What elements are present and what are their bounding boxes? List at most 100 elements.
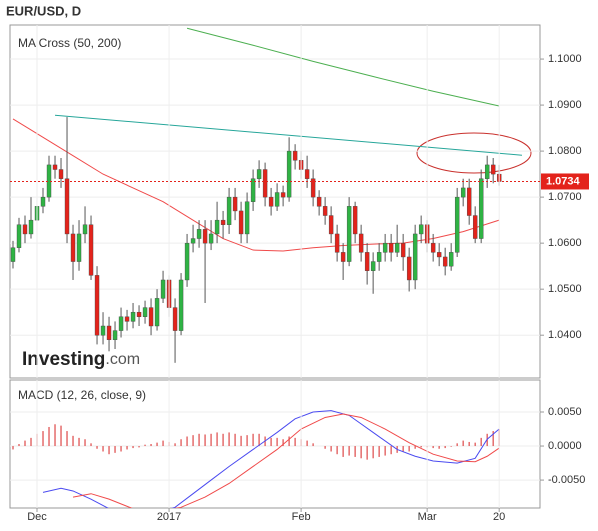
y-tick-label: 0.0050 [548,406,582,418]
y-tick-label: 0.0000 [548,440,582,452]
y-tick-label: 1.0900 [548,99,582,111]
candle-body [148,307,154,327]
watermark-main: Investing [22,349,105,370]
candle-body [130,311,136,322]
y-tick-label: 1.0500 [548,283,582,295]
candle-body [100,325,106,336]
last-price-badge [541,173,589,190]
y-tick-label: 1.1000 [548,53,582,65]
candle-body [316,196,322,207]
candle-body [28,219,34,235]
candle-body [490,164,496,175]
indicator-line [54,114,523,156]
candle-body [304,169,310,179]
plot-area [10,410,540,508]
candle-body [340,252,346,262]
candle-body [196,229,202,239]
candle-body [154,298,160,327]
candle-body [322,206,328,216]
candle-body [268,196,274,207]
candle-body [16,224,22,248]
candle-body [40,196,46,207]
candle-body [292,150,298,161]
candle-body [412,233,418,281]
candle-body [364,252,370,271]
candle-body [52,164,58,170]
annotation-ellipse [416,132,532,174]
last-price-label: 1.0734 [546,175,581,187]
candle-body [142,307,148,317]
candle-body [226,196,232,225]
candle-body [346,206,352,262]
candle-body [184,242,190,281]
candle-body [118,316,124,331]
x-tick-label: Feb [292,511,311,523]
candle-body [82,224,88,235]
candle-body [430,242,436,253]
y-tick-label: 1.0400 [548,329,582,341]
indicator-line [42,410,500,508]
candle-body [484,164,490,179]
candle-body [112,330,118,341]
y-tick-label: 1.0700 [548,191,582,203]
candle-body [286,150,292,198]
y-tick-label: 1.0600 [548,237,582,249]
candle-body [448,252,454,267]
candle-body [136,311,142,317]
candle-body [382,242,388,253]
candle-body [238,210,244,235]
watermark-suffix: .com [105,351,140,368]
candle-body [460,187,466,198]
candle-body [208,233,214,244]
candle-body [478,178,484,239]
indicator-line [186,27,500,107]
candle-body [274,192,280,207]
candle-body [124,316,130,322]
candle-body [334,233,340,253]
x-tick-label: 2017 [157,511,181,523]
candle-body [388,242,394,253]
y-tick-label: -0.0050 [548,474,585,486]
plot-area [10,27,540,363]
candle-body [370,261,376,271]
candle-body [352,206,358,235]
candle-body [310,178,316,198]
candle-body [442,256,448,267]
candle-body [76,233,82,262]
watermark: Investing.com [22,349,140,370]
candle-body [262,169,268,198]
candle-body [358,233,364,253]
macd-panel [9,379,541,509]
candle-body [328,215,334,235]
x-tick-label: Dec [27,511,47,523]
candle-body [10,247,16,262]
candle-body [472,215,478,239]
candle-body [406,256,412,281]
candle-body [88,224,94,276]
candle-body [106,325,112,341]
candle-body [400,242,406,258]
page-title: EUR/USD, D [6,3,81,18]
candle-body [394,242,400,253]
candle-body [250,178,256,202]
panel-title: MA Cross (50, 200) [18,36,121,50]
indicator-line [72,413,500,508]
candle-body [202,229,208,244]
candle-body [244,201,250,235]
panel-title: MACD (12, 26, close, 9) [18,388,146,402]
candle-body [190,238,196,244]
candle-body [160,279,166,299]
candle-body [376,252,382,262]
candle-body [172,307,178,331]
main-panel [9,24,541,379]
candle-body [70,233,76,262]
candle-body [454,196,460,253]
candle-body [58,169,64,179]
candle-body [280,192,286,198]
candle-body [214,219,220,235]
x-tick-label: Mar [418,511,437,523]
x-tick-label: 20 [493,511,505,523]
y-tick-label: 1.0800 [548,145,582,157]
candle-body [256,169,262,179]
